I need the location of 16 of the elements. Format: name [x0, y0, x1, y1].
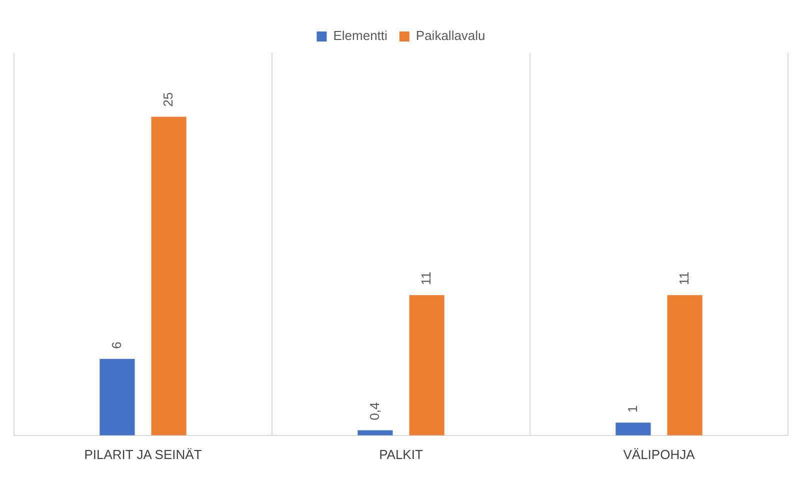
data-label: 25	[160, 92, 176, 107]
legend-label: Elementti	[333, 28, 388, 44]
data-label: 11	[418, 272, 434, 286]
x-tick-label: PALKIT	[379, 446, 423, 462]
bar	[100, 358, 135, 436]
data-label: 6	[108, 342, 124, 349]
bar	[151, 116, 186, 436]
data-label: 11	[676, 272, 692, 286]
x-tick-label: PILARIT JA SEINÄT	[84, 446, 202, 462]
x-tick-label: VÄLIPOHJA	[623, 446, 696, 462]
bar	[409, 295, 444, 436]
bar	[667, 295, 702, 436]
bar	[616, 422, 651, 436]
data-label: 0,4	[366, 402, 382, 420]
legend-label: Paikallavalu	[416, 28, 486, 44]
data-label: 1	[624, 405, 640, 413]
